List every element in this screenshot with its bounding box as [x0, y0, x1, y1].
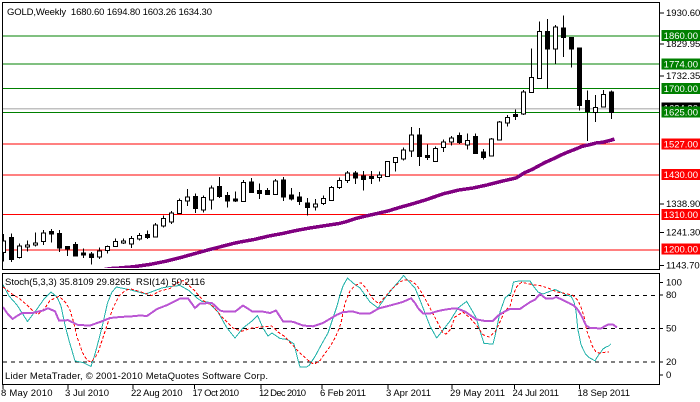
svg-text:20: 20 [666, 357, 677, 368]
svg-text:3 Apr 2011: 3 Apr 2011 [386, 388, 431, 399]
svg-text:1625.00: 1625.00 [664, 108, 698, 119]
svg-text:50: 50 [666, 324, 677, 335]
svg-text:1527.00: 1527.00 [664, 140, 698, 151]
svg-text:6 Feb 2011: 6 Feb 2011 [320, 388, 366, 399]
svg-text:8 May 2010: 8 May 2010 [1, 388, 53, 399]
svg-text:17 Oct 2010: 17 Oct 2010 [193, 388, 240, 399]
svg-text:0: 0 [666, 370, 671, 381]
svg-text:1732.35: 1732.35 [666, 71, 700, 82]
svg-text:1310.00: 1310.00 [664, 210, 698, 221]
svg-text:12 Dec 2010: 12 Dec 2010 [259, 388, 306, 399]
svg-text:100: 100 [666, 278, 682, 289]
svg-text:1829.95: 1829.95 [666, 39, 700, 50]
svg-text:24 Jul 2011: 24 Jul 2011 [513, 388, 560, 399]
svg-text:22 Aug 2010: 22 Aug 2010 [131, 388, 183, 399]
svg-text:1143.70: 1143.70 [666, 261, 700, 272]
svg-text:1241.30: 1241.30 [666, 228, 700, 239]
svg-text:1200.00: 1200.00 [664, 245, 698, 256]
svg-text:Stoch(5,3,3) 35.8109 29.8265: Stoch(5,3,3) 35.8109 29.8265 RSI(14) 50.… [5, 277, 205, 288]
svg-text:GOLD,Weekly 1680.60 1694.80 1: GOLD,Weekly 1680.60 1694.80 1603.26 1634… [7, 7, 212, 18]
svg-text:1860.00: 1860.00 [664, 31, 698, 42]
svg-text:1774.00: 1774.00 [664, 60, 698, 71]
svg-text:Lider MetaTrader, © 2001-2010: Lider MetaTrader, © 2001-2010 MetaQuotes… [5, 371, 268, 382]
svg-text:1430.00: 1430.00 [664, 170, 698, 181]
svg-text:80: 80 [666, 290, 677, 301]
svg-text:3 Jul 2010: 3 Jul 2010 [65, 388, 109, 399]
svg-text:1700.00: 1700.00 [664, 84, 698, 95]
svg-text:29 May 2011: 29 May 2011 [450, 388, 505, 399]
svg-text:1930.60: 1930.60 [666, 8, 700, 19]
svg-text:1338.90: 1338.90 [666, 199, 700, 210]
svg-text:18 Sep 2011: 18 Sep 2011 [578, 388, 631, 399]
